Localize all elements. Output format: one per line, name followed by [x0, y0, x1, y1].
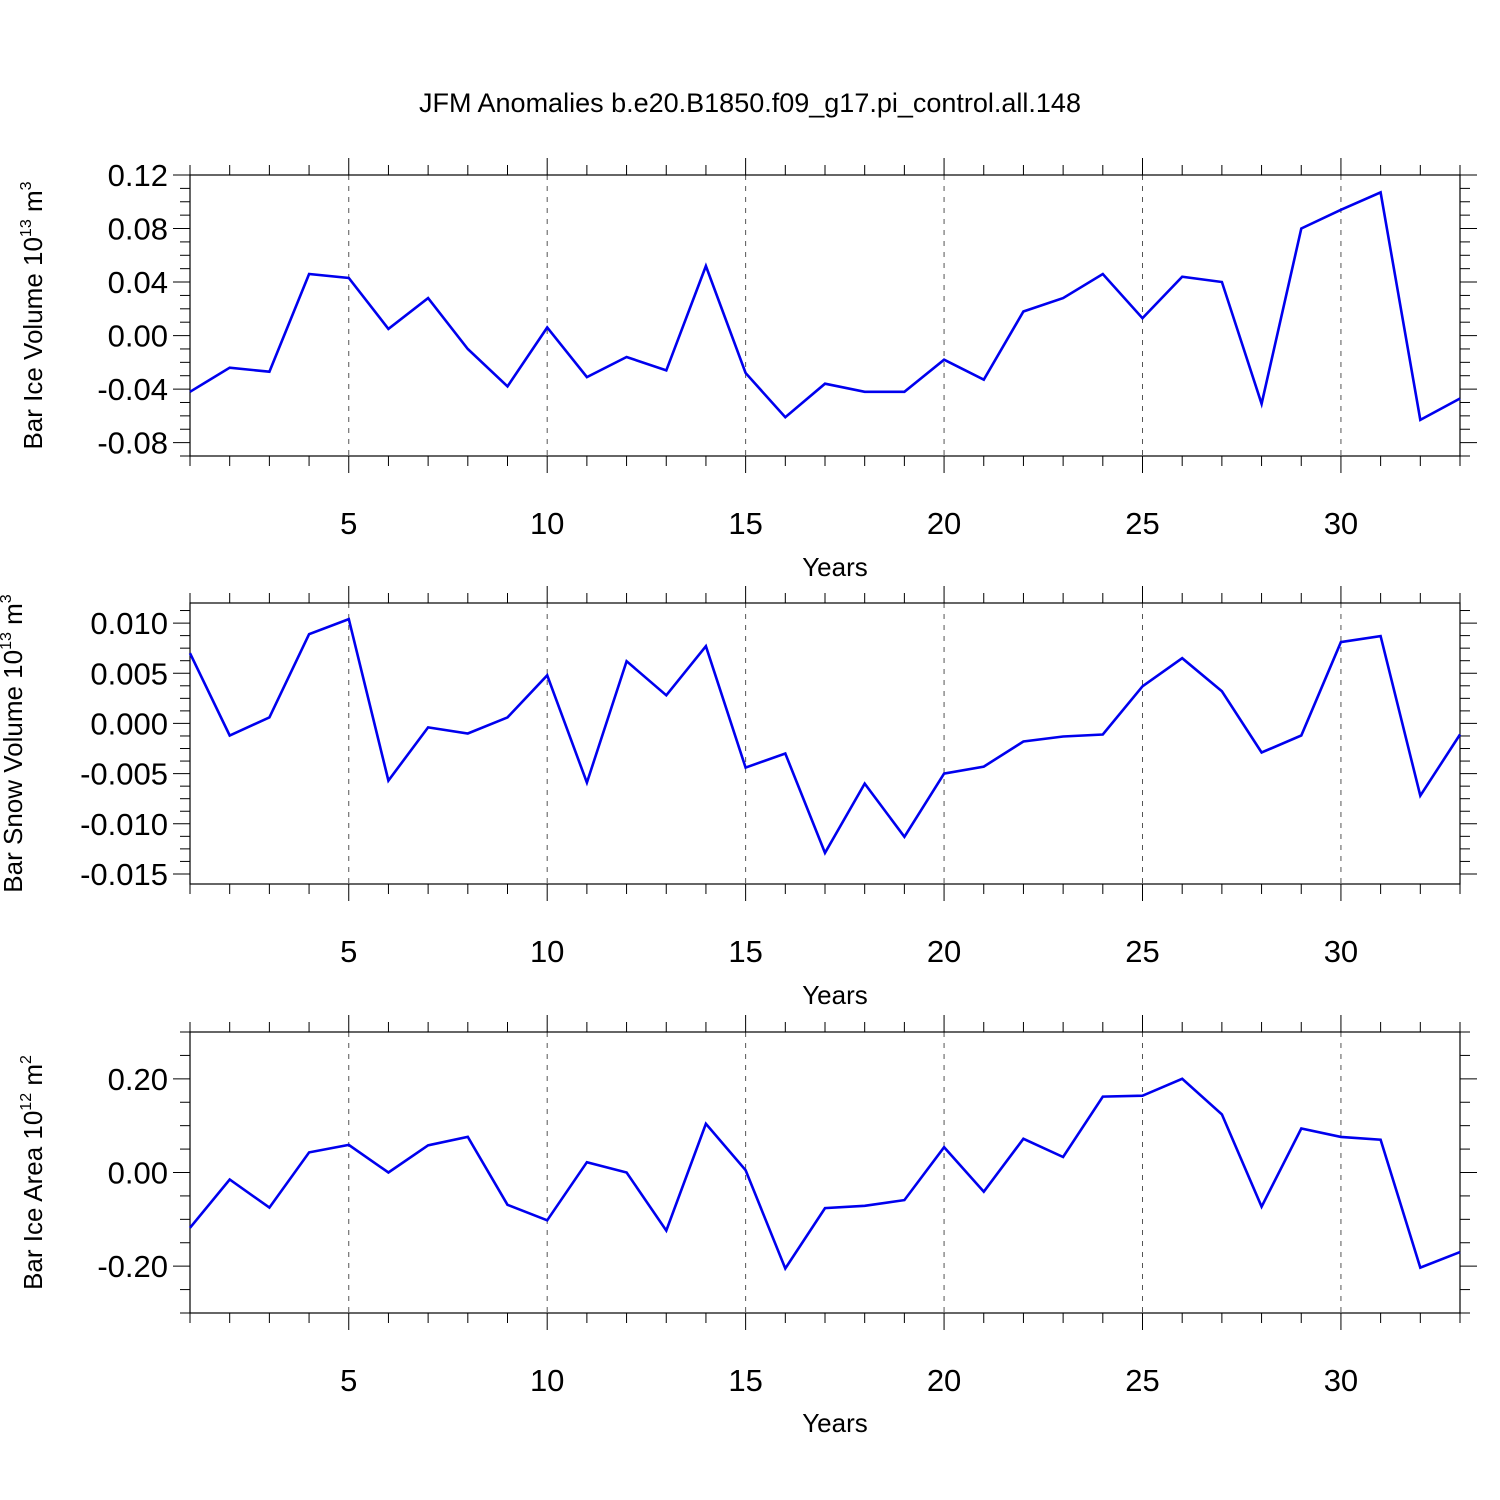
y-axis-label: Bar Snow Volume 1013 m3 — [0, 594, 28, 893]
y-tick-label: -0.015 — [80, 857, 168, 892]
y-tick-label: -0.04 — [97, 372, 168, 407]
y-tick-label: -0.20 — [97, 1249, 168, 1284]
y-tick-label: -0.08 — [97, 426, 168, 461]
y-tick-label: 0.20 — [108, 1062, 168, 1097]
y-tick-label: -0.005 — [80, 757, 168, 792]
x-axis-label: Years — [802, 552, 868, 582]
x-tick-label: 15 — [728, 1363, 762, 1398]
panel-3: 5 10 15 20 25 30 -0.20 0.00 0.20 Years Bar Ice Are… — [18, 1015, 1477, 1438]
x-axis-label: Years — [802, 980, 868, 1010]
y-tick-label: 0.010 — [90, 606, 168, 641]
x-tick-label: 10 — [530, 934, 564, 969]
y-tick-label: 0.000 — [90, 706, 168, 741]
x-tick-label: 30 — [1324, 1363, 1358, 1398]
plot-frame — [189, 1031, 1461, 1314]
y-tick-label: -0.010 — [80, 807, 168, 842]
x-tick-label: 10 — [530, 1363, 564, 1398]
y-tick-label: 0.005 — [90, 656, 168, 691]
x-tick-label: 5 — [340, 1363, 357, 1398]
x-tick-label: 10 — [530, 506, 564, 541]
x-tick-label: 5 — [340, 934, 357, 969]
x-tick-label: 25 — [1125, 1363, 1159, 1398]
series-line — [188, 1077, 1461, 1272]
x-tick-label: 20 — [927, 934, 961, 969]
x-tick-label: 25 — [1125, 934, 1159, 969]
series-line — [188, 617, 1462, 856]
y-tick-label: 0.08 — [108, 212, 168, 247]
y-tick-label: 0.00 — [108, 1156, 168, 1191]
x-tick-label: 30 — [1324, 506, 1358, 541]
chart-title: JFM Anomalies b.e20.B1850.f09_g17.pi_con… — [419, 88, 1081, 118]
x-tick-label: 20 — [927, 506, 961, 541]
y-axis-label: Bar Ice Area 1012 m2 — [18, 1055, 48, 1290]
x-tick-label: 15 — [728, 934, 762, 969]
series-line — [189, 190, 1461, 422]
x-tick-label: 20 — [927, 1363, 961, 1398]
panel-1: 5 10 15 20 25 30 -0.08 -0.04 0.00 0.04 0.08 0.12 Yea… — [18, 158, 1477, 582]
y-tick-label: 0.00 — [108, 319, 168, 354]
x-axis-label: Years — [802, 1408, 868, 1438]
x-tick-label: 25 — [1125, 506, 1159, 541]
panel-2: 5 10 15 20 25 30 -0.015 -0.010 -0.005 0.000 0.005 0… — [0, 586, 1477, 1010]
y-tick-label: 0.12 — [108, 158, 168, 193]
x-tick-label: 30 — [1324, 934, 1358, 969]
y-axis-label: Bar Ice Volume 1013 m3 — [18, 181, 48, 449]
x-tick-label: 15 — [728, 506, 762, 541]
plot-frame — [189, 174, 1461, 457]
y-tick-label: 0.04 — [108, 265, 168, 300]
x-tick-label: 5 — [340, 506, 357, 541]
